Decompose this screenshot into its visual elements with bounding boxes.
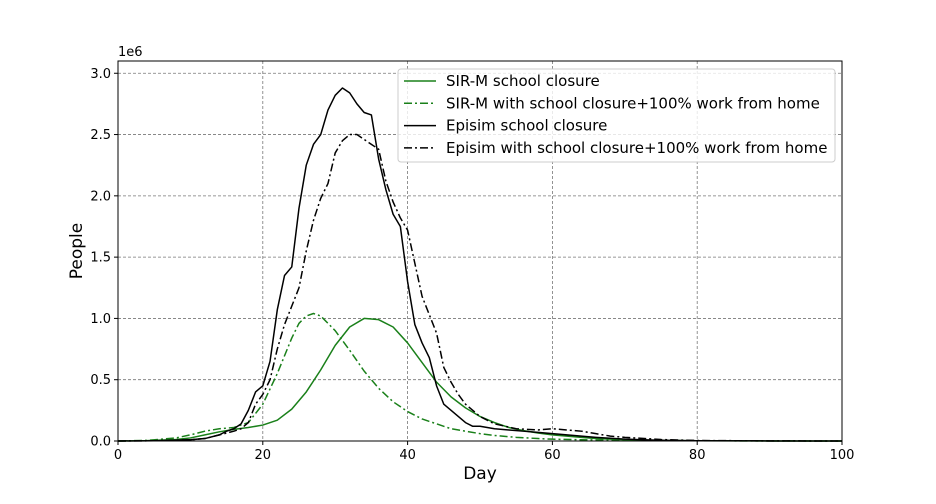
legend-entry: SIR-M with school closure+100% work from… xyxy=(446,94,820,112)
x-tick-label: 20 xyxy=(255,448,272,463)
x-tick-label: 60 xyxy=(544,448,561,463)
y-tick-label: 3.0 xyxy=(90,67,111,82)
y-tick-label: 1.0 xyxy=(90,312,111,327)
plot-frame xyxy=(117,60,843,442)
x-axis-label: Day xyxy=(463,464,497,484)
legend: SIR-M school closure SIR-M with school cl… xyxy=(397,68,836,163)
x-tick-label: 100 xyxy=(830,448,855,463)
y-tick-label: 2.0 xyxy=(90,189,111,204)
y-tick-label: 0.5 xyxy=(90,373,111,388)
legend-entry: Episim school closure xyxy=(446,117,607,135)
y-tick-label: 2.5 xyxy=(90,128,111,143)
y-axis-label: People xyxy=(67,223,87,279)
x-tick-label: 80 xyxy=(689,448,706,463)
y-tick-label: 1.5 xyxy=(90,251,111,266)
series-line-4 xyxy=(117,133,843,442)
y-tick-label: 0.0 xyxy=(90,435,111,450)
x-tick-label: 0 xyxy=(114,448,122,463)
series-layer xyxy=(117,87,843,442)
legend-box xyxy=(397,68,836,163)
series-line-3 xyxy=(117,87,843,442)
legend-entry: Episim with school closure+100% work fro… xyxy=(446,139,827,157)
series-line-2 xyxy=(117,312,843,442)
axis-ticks: 0 20 40 60 80 100 0.0 0.5 1.0 1.5 2.0 2.5 3.0 xyxy=(90,67,854,463)
legend-entry: SIR-M school closure xyxy=(446,72,600,90)
x-tick-label: 40 xyxy=(399,448,416,463)
y-multiplier-label: 1e6 xyxy=(118,45,143,60)
